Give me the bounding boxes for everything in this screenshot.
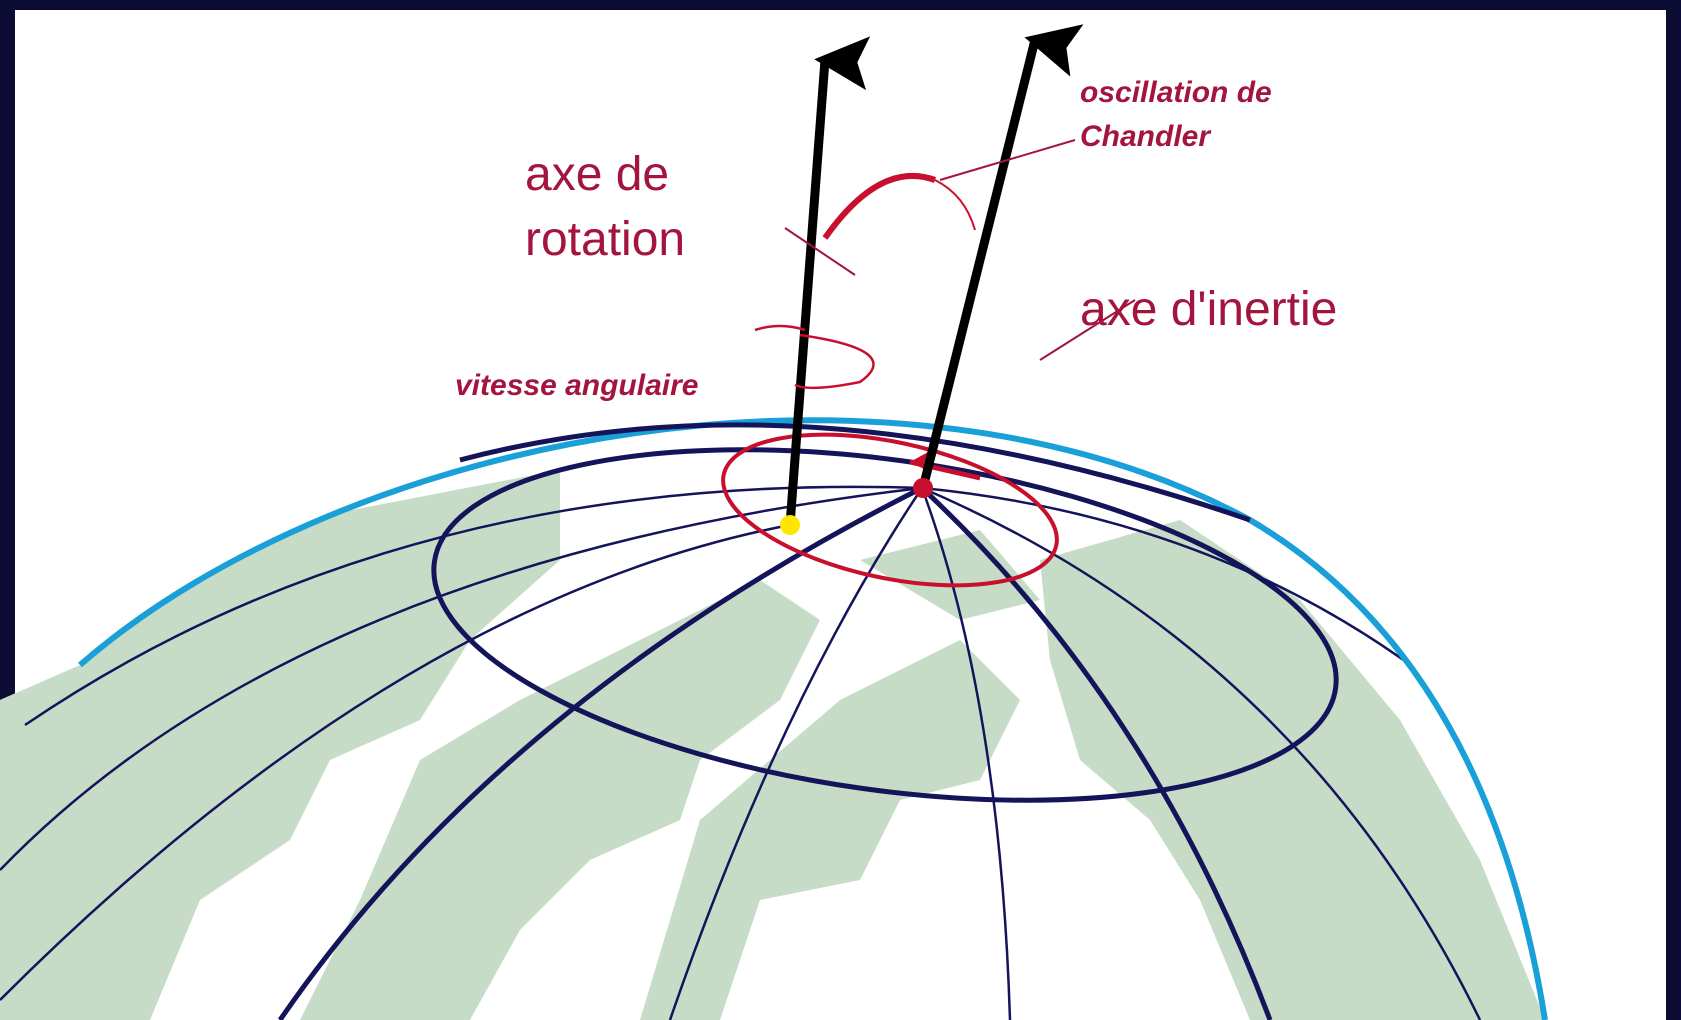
inertia-pole (913, 478, 933, 498)
label-text: axe de (525, 148, 669, 201)
label-text: axe d'inertie (1080, 283, 1337, 336)
polhode (721, 432, 1059, 588)
rotation-axis (785, 36, 871, 526)
label-text: Chandler (1080, 120, 1212, 153)
polhode-arrowhead (910, 452, 928, 470)
rotation-pole (780, 515, 800, 535)
label-text: vitesse angulaire (455, 369, 698, 402)
graticule (0, 447, 1482, 1020)
leaders (784, 139, 1136, 361)
inertia-axis (918, 24, 1084, 490)
chandler-arc-end (934, 179, 976, 231)
angular-velocity-arrow (754, 324, 875, 390)
chandler-arc (822, 172, 937, 240)
atmosphere (78, 417, 1548, 1020)
label-text: oscillation de (1080, 76, 1272, 109)
label-text: rotation (525, 213, 685, 266)
